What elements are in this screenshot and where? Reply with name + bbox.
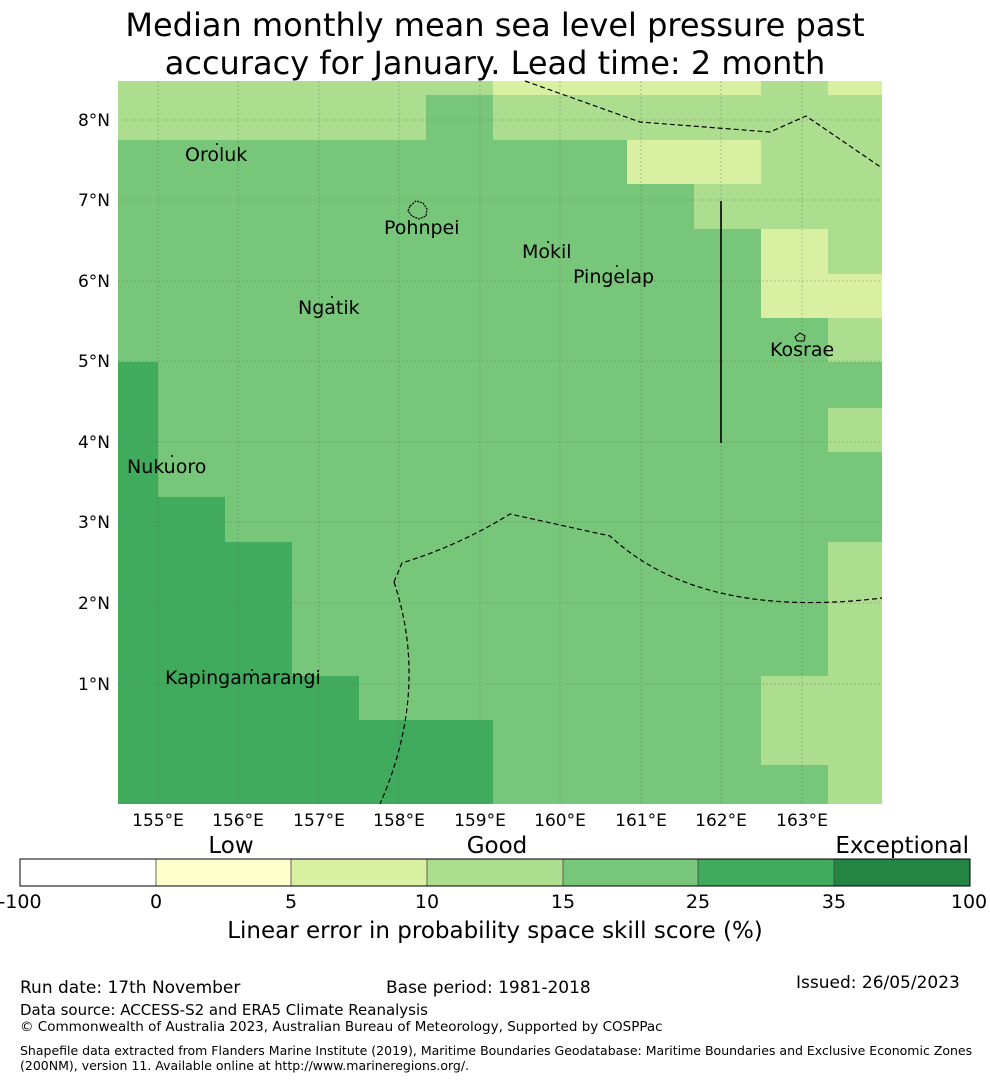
lon-tick: 157°E xyxy=(293,811,345,831)
skill-cell xyxy=(828,229,882,274)
place-label-pohnpei: Pohnpei xyxy=(384,217,460,239)
skill-cell xyxy=(828,81,882,95)
colorbar-segment xyxy=(156,859,291,886)
map-title: Median monthly mean sea level pressure p… xyxy=(0,6,990,82)
colorbar-tick: 25 xyxy=(686,891,710,913)
skill-cell xyxy=(761,81,828,95)
kosrae-island-outline xyxy=(794,332,806,342)
place-label-oroluk: Oroluk xyxy=(185,144,247,166)
lat-tick: 5°N xyxy=(78,352,110,372)
lat-tick: 7°N xyxy=(78,191,110,211)
colorbar-tick: 0 xyxy=(150,891,162,913)
place-label-nukuoro: Nukuoro xyxy=(127,456,206,478)
lat-tick: 4°N xyxy=(78,433,110,453)
skill-cell xyxy=(627,140,761,184)
colorbar-category-good: Good xyxy=(467,833,528,859)
skill-cell xyxy=(118,81,426,140)
skill-cell xyxy=(828,408,882,452)
lon-tick: 160°E xyxy=(534,811,586,831)
lon-tick: 158°E xyxy=(373,811,425,831)
skill-cell xyxy=(292,676,359,804)
skill-cell xyxy=(359,720,493,804)
place-label-kosrae: Kosrae xyxy=(770,339,834,361)
place-label-kapingamarangi: Kapingamarangi xyxy=(165,667,321,689)
skill-cell xyxy=(158,497,225,804)
colorbar-segment xyxy=(20,859,156,886)
mokil-atoll-marker xyxy=(547,241,549,243)
title-line-2: accuracy for January. Lead time: 2 month xyxy=(164,44,826,82)
colorbar-frame xyxy=(19,858,971,887)
skill-cell xyxy=(694,184,761,229)
colorbar-segment xyxy=(427,859,563,886)
pingelap-atoll-marker xyxy=(616,265,618,267)
colorbar-segment xyxy=(698,859,834,886)
ngatik-atoll-marker xyxy=(331,296,333,298)
skill-cell xyxy=(225,542,292,804)
colorbar-segment xyxy=(291,859,427,886)
skill-cell xyxy=(761,676,828,765)
skill-cell xyxy=(493,95,882,140)
colorbar-tick: 5 xyxy=(285,891,297,913)
lat-tick: 1°N xyxy=(78,675,110,695)
skill-cells-5-10 xyxy=(493,81,882,318)
skill-cell xyxy=(828,542,882,804)
lon-tick: 162°E xyxy=(695,811,747,831)
lat-tick: 3°N xyxy=(78,513,110,533)
colorbar-label: Linear error in probability space skill … xyxy=(227,918,763,944)
lon-tick: 156°E xyxy=(212,811,264,831)
colorbar-segment xyxy=(563,859,698,886)
colorbar-tick: 15 xyxy=(551,891,575,913)
lat-tick: 2°N xyxy=(78,594,110,614)
lon-tick: 159°E xyxy=(454,811,506,831)
eez-boundary-south xyxy=(379,581,410,805)
copyright: © Commonwealth of Australia 2023, Austra… xyxy=(20,1019,663,1035)
lat-tick: 8°N xyxy=(78,111,110,131)
data-source: Data source: ACCESS-S2 and ERA5 Climate … xyxy=(20,1001,428,1019)
colorbar-tick: 35 xyxy=(822,891,846,913)
pohnpei-island-outline xyxy=(407,200,428,220)
colorbar-category-exceptional: Exceptional xyxy=(835,833,969,859)
lat-tick-labels: 1°N 2°N 3°N 4°N 5°N 6°N 7°N 8°N xyxy=(78,111,110,695)
colorbar-tick: 10 xyxy=(415,891,439,913)
eez-boundaries xyxy=(379,80,883,805)
skill-cell xyxy=(761,229,828,318)
lon-tick: 163°E xyxy=(776,811,828,831)
issued-date: Issued: 26/05/2023 xyxy=(796,973,960,993)
skill-cell xyxy=(761,140,882,229)
colorbar xyxy=(19,858,971,887)
base-period: Base period: 1981-2018 xyxy=(386,978,591,998)
skill-cell xyxy=(426,81,493,95)
colorbar-categories: Low Good Exceptional xyxy=(208,833,969,859)
place-label-ngatik: Ngatik xyxy=(298,297,360,319)
place-label-mokil: Mokil xyxy=(522,241,572,263)
nukuoro-atoll-marker xyxy=(171,455,173,457)
shapefile-credit-line-1: Shapefile data extracted from Flanders M… xyxy=(20,1043,973,1058)
skill-cells-10-15 xyxy=(118,81,882,804)
skill-cell xyxy=(828,274,882,318)
shapefile-credit: Shapefile data extracted from Flanders M… xyxy=(20,1043,980,1073)
place-label-pingelap: Pingelap xyxy=(573,266,654,288)
title-line-1: Median monthly mean sea level pressure p… xyxy=(125,6,865,44)
lon-tick: 161°E xyxy=(615,811,667,831)
skill-cells-25-35 xyxy=(118,362,493,804)
kapingamarangi-atoll-marker xyxy=(251,669,253,671)
lat-tick: 6°N xyxy=(78,272,110,292)
colorbar-tick: -100 xyxy=(0,891,42,913)
colorbar-tick: 100 xyxy=(951,891,987,913)
place-labels: Oroluk Pohnpei Mokil Pingelap Ngatik Kos… xyxy=(127,144,834,689)
shapefile-credit-line-2: (200NM), version 11. Available online at… xyxy=(20,1058,470,1073)
oroluk-atoll-marker xyxy=(216,143,218,145)
run-date: Run date: 17th November xyxy=(20,978,241,998)
eez-boundary-north xyxy=(524,80,883,169)
colorbar-category-low: Low xyxy=(208,833,253,859)
skill-cell xyxy=(828,318,882,362)
gridlines xyxy=(118,81,882,804)
skill-cell xyxy=(493,81,761,95)
colorbar-segment xyxy=(834,859,970,886)
lon-tick-labels: 155°E 156°E 157°E 158°E 159°E 160°E 161°… xyxy=(132,811,828,831)
colorbar-tick-labels: -100 0 5 10 15 25 35 100 xyxy=(0,891,987,913)
skill-cell xyxy=(118,362,158,804)
lon-tick: 155°E xyxy=(132,811,184,831)
